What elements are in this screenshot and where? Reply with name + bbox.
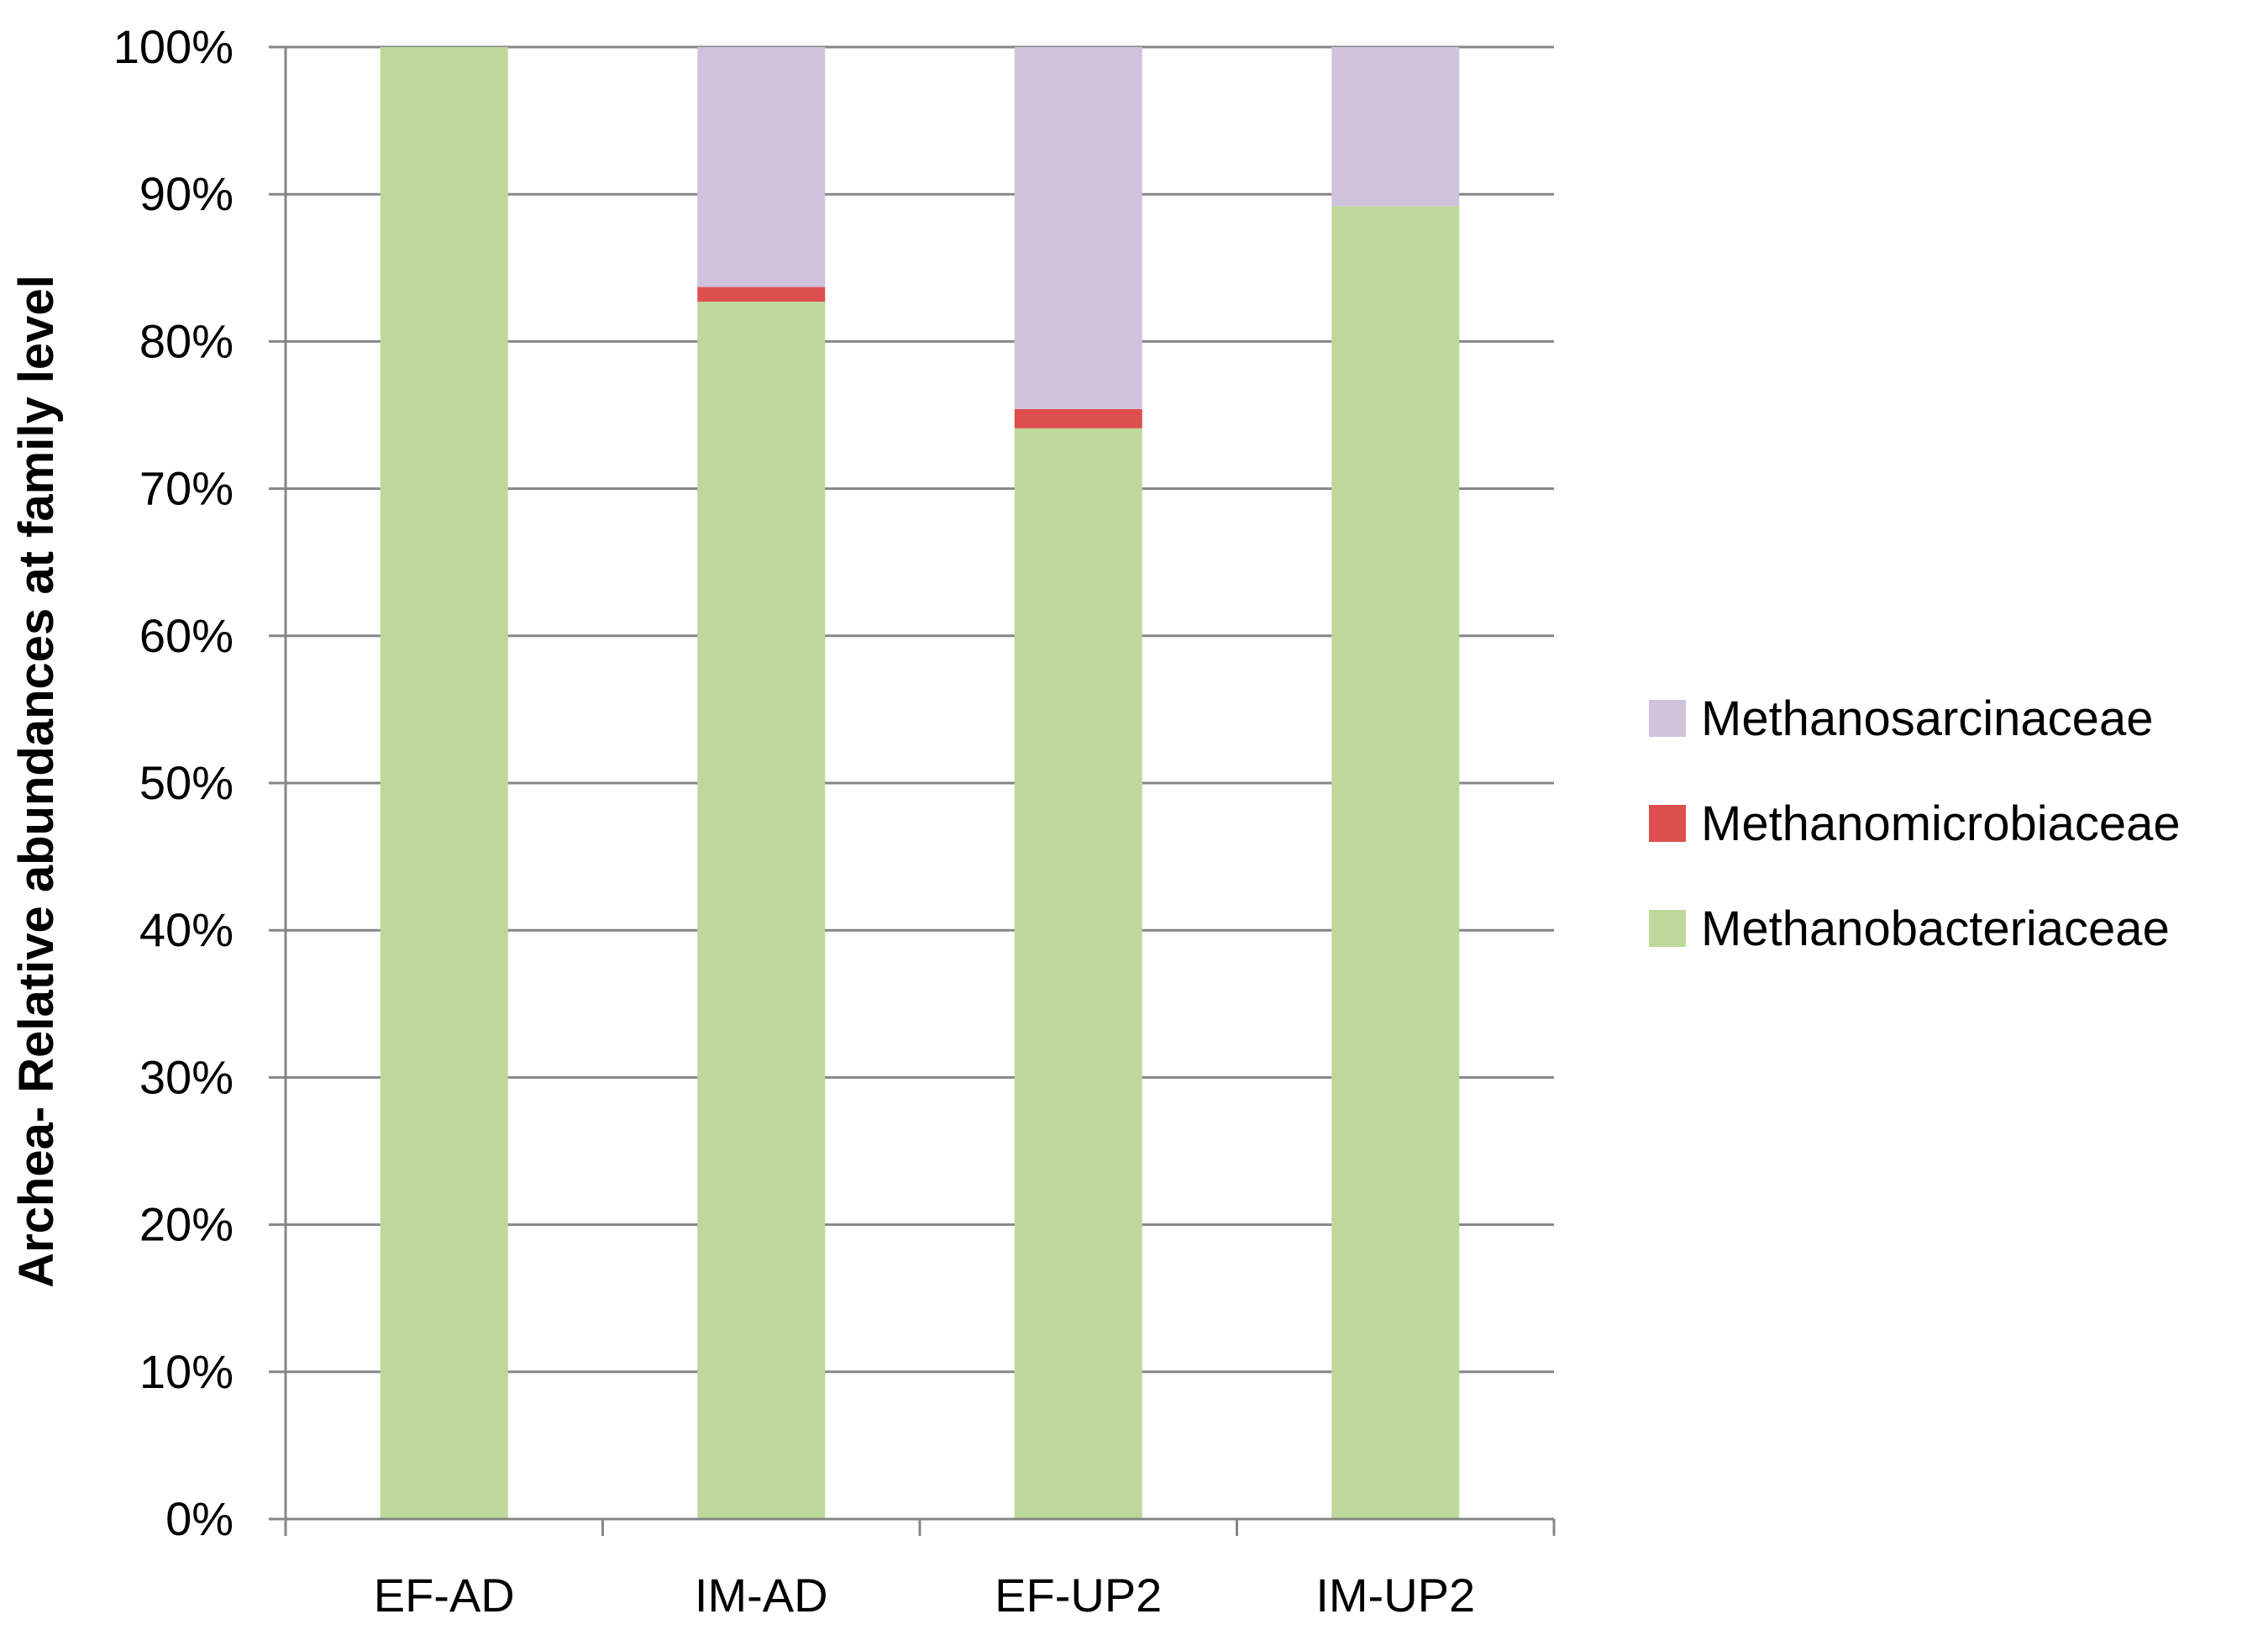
y-tick-label: 80% <box>139 314 234 367</box>
y-tick-label: 40% <box>139 903 234 956</box>
y-tick-label: 50% <box>139 756 234 809</box>
y-tick-label: 0% <box>165 1492 234 1545</box>
y-tick-label: 90% <box>139 167 234 220</box>
bar-segment <box>1331 47 1460 207</box>
legend-label: Methanomicrobiaceae <box>1701 796 2181 851</box>
legend: Methanosarcinaceae Methanomicrobiaceae Met… <box>1649 691 2181 956</box>
bar-segment <box>697 287 826 302</box>
x-tick-label: IM-UP2 <box>1315 1569 1475 1622</box>
y-tick-label: 30% <box>139 1050 234 1103</box>
legend-label: Methanobacteriaceae <box>1701 902 2170 956</box>
axes: 0% 10% 20% 30% 40% 50% 60% 70% 80% 90% 100% EF-AD IM… <box>113 20 1556 1622</box>
y-tick-label: 70% <box>139 462 234 515</box>
bar-segment <box>380 47 508 1519</box>
x-tick-label: IM-AD <box>695 1569 828 1622</box>
legend-swatch <box>1649 700 1686 737</box>
bar-segment <box>1014 47 1142 409</box>
legend-label: Methanosarcinaceae <box>1701 691 2153 746</box>
y-axis-title: Archea- Relative abundances at family le… <box>9 275 64 1288</box>
legend-swatch <box>1649 805 1686 842</box>
bar-segment <box>1331 206 1460 1519</box>
legend-swatch <box>1649 910 1686 947</box>
bar-segment <box>697 302 826 1520</box>
bar-segment <box>1014 428 1142 1519</box>
bar-segment <box>697 47 826 287</box>
bar-segment <box>1014 408 1142 428</box>
y-tick-label: 100% <box>113 20 234 73</box>
y-tick-label: 60% <box>139 609 234 662</box>
y-tick-label: 10% <box>139 1345 234 1398</box>
y-tick-label: 20% <box>139 1198 234 1251</box>
x-tick-label: EF-UP2 <box>995 1569 1162 1622</box>
x-tick-label: EF-AD <box>374 1569 515 1622</box>
bars <box>380 47 1460 1520</box>
